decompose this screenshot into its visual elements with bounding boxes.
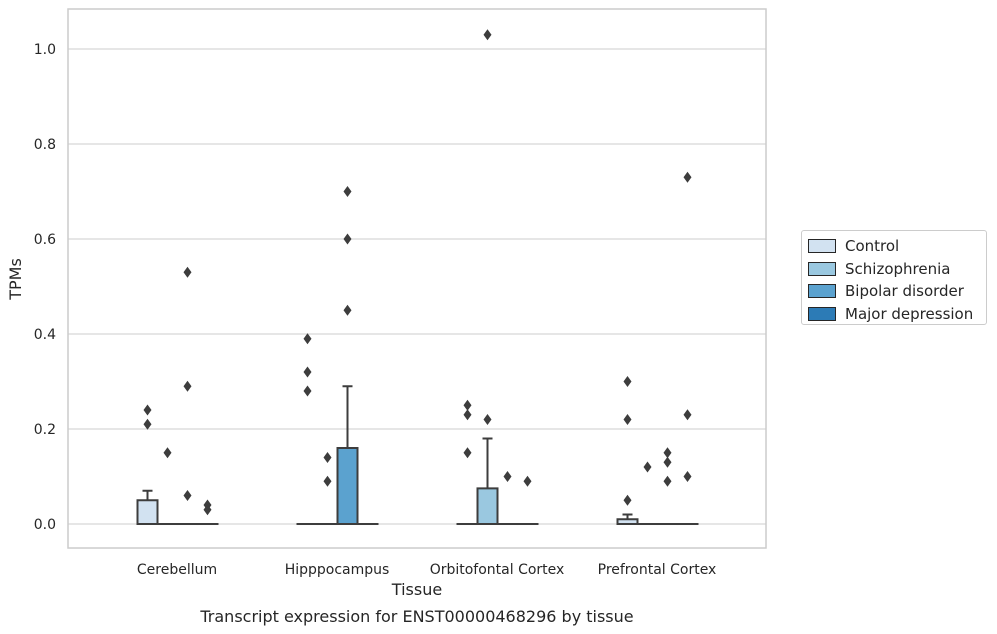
legend-item-schizophrenia: Schizophrenia [808, 258, 986, 281]
y-tick-label: 1.0 [34, 42, 56, 58]
box-group [156, 447, 179, 526]
outlier-point [683, 171, 692, 183]
outlier-point [183, 380, 192, 392]
legend-label: Bipolar disorder [845, 282, 964, 301]
outlier-point [463, 399, 472, 411]
x-tick-label: Prefrontal Cortex [598, 562, 717, 578]
legend-item-control: Control [808, 235, 986, 258]
box-group [636, 461, 659, 526]
box-marks [136, 29, 699, 526]
box-group [496, 471, 519, 526]
y-tick-label: 0.8 [34, 137, 56, 153]
outlier-point [683, 409, 692, 421]
outlier-point [663, 456, 672, 468]
outlier-point [683, 471, 692, 482]
outlier-point [323, 452, 332, 463]
box-group [316, 452, 339, 526]
box-group [196, 499, 219, 526]
gridlines [68, 48, 766, 525]
box-group [456, 399, 479, 526]
legend-label: Major depression [845, 304, 974, 323]
legend-label: Control [845, 237, 900, 256]
x-tick-labels: Cerebellum Hipppocampus Orbitofontal Corte… [137, 562, 716, 578]
box-group [176, 266, 199, 526]
outlier-point [643, 461, 652, 473]
outlier-point [623, 494, 632, 506]
outlier-point [343, 186, 352, 197]
outlier-point [663, 475, 672, 487]
outlier-point [183, 490, 192, 501]
y-tick-label: 0.2 [34, 422, 56, 438]
legend-swatch-bipolar-disorder [808, 284, 836, 299]
outlier-point [623, 376, 632, 387]
outlier-point [143, 418, 152, 430]
y-tick-labels: 0.0 0.2 0.4 0.6 0.8 1.0 [34, 42, 56, 533]
outlier-point [503, 471, 512, 482]
outlier-point [623, 414, 632, 425]
outlier-point [663, 447, 672, 459]
chart-title: Transcript expression for ENST0000046829… [199, 607, 633, 626]
outlier-point [303, 333, 312, 345]
outlier-point [163, 447, 172, 459]
box-group [616, 376, 639, 525]
legend-item-major-depression: Major depression [808, 303, 986, 326]
outlier-point [463, 409, 472, 421]
outlier-point [143, 404, 152, 416]
box-group [336, 186, 359, 525]
box [136, 499, 159, 525]
outlier-point [483, 29, 492, 41]
y-tick-label: 0.6 [34, 232, 56, 248]
box [336, 447, 359, 525]
legend-swatch-major-depression [808, 306, 836, 321]
outlier-point [523, 475, 532, 487]
y-axis-label: TPMs [6, 258, 25, 301]
legend-swatch-schizophrenia [808, 261, 836, 276]
outlier-point [203, 504, 212, 516]
x-tick-label: Cerebellum [137, 562, 217, 578]
outlier-point [343, 304, 352, 316]
legend: Control Schizophrenia Bipolar disorder M… [801, 230, 987, 325]
outlier-point [183, 266, 192, 278]
x-axis-label: Tissue [391, 580, 442, 599]
plot-frame [67, 8, 767, 549]
y-tick-label: 0.4 [34, 327, 56, 343]
outlier-point [483, 414, 492, 425]
outlier-point [463, 447, 472, 459]
outlier-point [303, 366, 312, 378]
outlier-point [303, 385, 312, 397]
box-group [656, 447, 679, 526]
legend-item-bipolar-disorder: Bipolar disorder [808, 280, 986, 303]
x-tick-label: Hipppocampus [285, 562, 390, 578]
box-group [516, 475, 539, 526]
box-group [476, 29, 499, 525]
legend-swatch-control [808, 239, 836, 254]
outlier-point [323, 475, 332, 487]
y-tick-label: 0.0 [34, 517, 56, 533]
x-tick-label: Orbitofontal Cortex [430, 562, 565, 578]
box-group [676, 171, 699, 526]
box [476, 487, 499, 525]
legend-label: Schizophrenia [845, 259, 951, 278]
outlier-point [343, 233, 352, 245]
box-group [136, 404, 159, 525]
